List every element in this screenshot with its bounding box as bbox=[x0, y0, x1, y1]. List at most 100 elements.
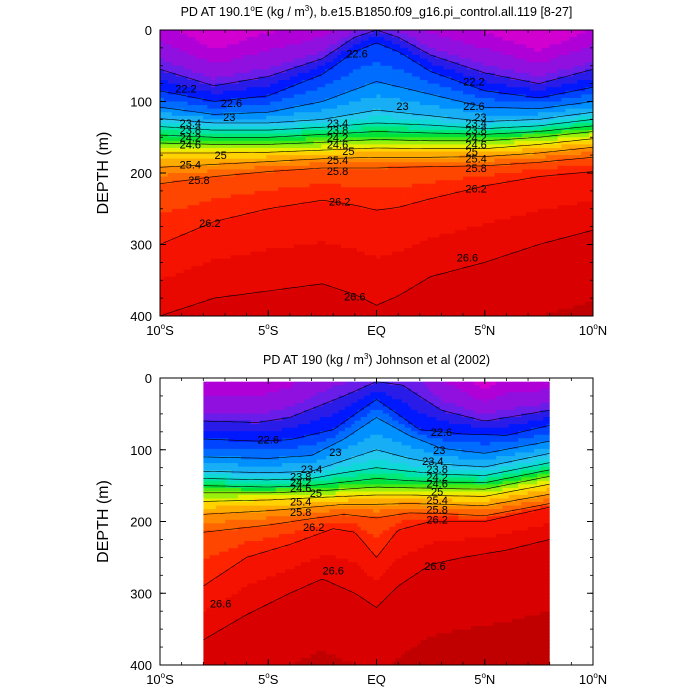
density-cell bbox=[388, 108, 393, 113]
density-cell bbox=[356, 119, 362, 124]
density-cell bbox=[258, 240, 263, 246]
density-cell bbox=[199, 55, 204, 60]
density-cell bbox=[392, 97, 397, 103]
density-cell bbox=[325, 262, 330, 267]
density-cell bbox=[309, 305, 315, 310]
density-cell bbox=[160, 30, 165, 35]
density-cell bbox=[171, 283, 177, 288]
density-cell bbox=[222, 187, 228, 192]
density-cell bbox=[207, 176, 212, 181]
density-cell bbox=[195, 273, 200, 278]
density-cell bbox=[380, 244, 385, 249]
density-cell bbox=[179, 269, 185, 274]
density-cell bbox=[325, 33, 330, 38]
density-cell bbox=[325, 101, 330, 106]
density-cell bbox=[163, 144, 169, 149]
density-cell bbox=[301, 51, 307, 56]
density-cell bbox=[160, 44, 165, 49]
density-cell bbox=[313, 312, 319, 316]
density-cell bbox=[183, 62, 189, 67]
density-cell bbox=[352, 237, 358, 242]
density-cell bbox=[392, 269, 397, 274]
density-cell bbox=[266, 51, 271, 56]
density-cell bbox=[179, 244, 185, 249]
density-cell bbox=[305, 83, 311, 88]
density-cell bbox=[246, 233, 252, 238]
density-cell bbox=[352, 173, 358, 178]
density-cell bbox=[372, 119, 378, 124]
density-cell bbox=[230, 305, 236, 310]
density-cell bbox=[285, 90, 291, 95]
density-cell bbox=[215, 258, 220, 263]
density-cell bbox=[396, 72, 401, 78]
density-cell bbox=[341, 83, 346, 88]
density-cell bbox=[317, 62, 322, 67]
density-cell bbox=[368, 223, 374, 228]
density-cell bbox=[222, 115, 228, 120]
density-cell bbox=[207, 276, 212, 281]
density-cell bbox=[333, 30, 338, 35]
density-cell bbox=[400, 51, 405, 56]
density-cell bbox=[337, 173, 342, 178]
density-cell bbox=[211, 119, 216, 124]
density-cell bbox=[258, 233, 263, 238]
density-cell bbox=[222, 76, 228, 81]
density-cell bbox=[215, 240, 220, 246]
density-cell bbox=[345, 301, 350, 306]
density-cell bbox=[207, 301, 212, 306]
density-cell bbox=[171, 290, 177, 296]
density-cell bbox=[278, 308, 283, 314]
density-cell bbox=[211, 248, 216, 253]
density-cell bbox=[392, 140, 397, 145]
density-cell bbox=[215, 255, 220, 260]
density-cell bbox=[289, 47, 295, 53]
density-cell bbox=[258, 105, 263, 110]
density-cell bbox=[254, 276, 260, 281]
density-cell bbox=[368, 219, 374, 224]
density-cell bbox=[372, 201, 378, 206]
density-cell bbox=[356, 212, 362, 217]
density-cell bbox=[163, 230, 169, 235]
density-cell bbox=[380, 37, 385, 42]
density-cell bbox=[396, 40, 401, 45]
density-cell bbox=[222, 244, 228, 249]
density-cell bbox=[337, 194, 342, 199]
density-cell bbox=[348, 219, 354, 224]
density-cell bbox=[285, 165, 291, 171]
density-cell bbox=[297, 173, 303, 178]
density-cell bbox=[309, 165, 315, 171]
density-cell bbox=[262, 112, 267, 117]
density-cell bbox=[301, 308, 307, 314]
density-cell bbox=[211, 298, 216, 303]
density-cell bbox=[215, 44, 220, 49]
density-cell bbox=[175, 255, 181, 260]
density-cell bbox=[183, 47, 189, 53]
density-cell bbox=[215, 237, 220, 242]
density-cell bbox=[270, 183, 275, 188]
density-cell bbox=[368, 151, 374, 156]
density-cell bbox=[301, 122, 307, 128]
density-cell bbox=[293, 237, 299, 242]
density-cell bbox=[329, 55, 334, 60]
density-cell bbox=[191, 255, 197, 260]
density-cell bbox=[270, 137, 275, 142]
density-cell bbox=[226, 187, 232, 192]
density-cell bbox=[270, 173, 275, 178]
density-cell bbox=[348, 180, 354, 185]
density-cell bbox=[321, 183, 326, 188]
density-cell bbox=[305, 44, 311, 49]
density-cell bbox=[305, 40, 311, 45]
density-cell bbox=[250, 133, 256, 138]
density-cell bbox=[376, 237, 382, 242]
density-cell bbox=[238, 258, 244, 263]
density-cell bbox=[219, 308, 224, 314]
density-cell bbox=[246, 173, 252, 178]
density-cell bbox=[242, 215, 248, 221]
density-cell bbox=[191, 226, 197, 231]
density-cell bbox=[258, 265, 263, 271]
density-cell bbox=[250, 308, 256, 314]
density-cell bbox=[199, 173, 204, 178]
density-cell bbox=[364, 115, 370, 120]
density-cell bbox=[376, 233, 382, 238]
density-cell bbox=[207, 244, 212, 249]
